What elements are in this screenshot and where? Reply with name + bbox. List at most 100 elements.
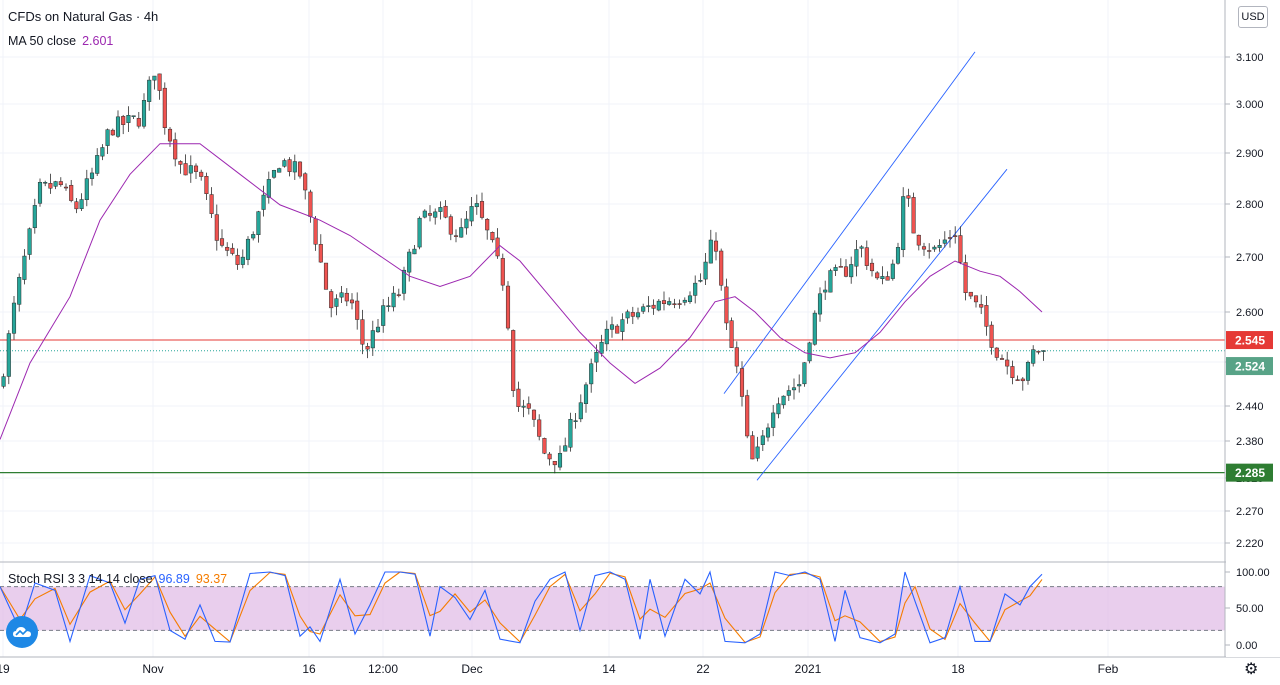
candle-down [885, 276, 890, 281]
candle-up [698, 280, 703, 282]
candle-down [843, 266, 849, 277]
stoch-rsi-d-value: 93.37 [195, 572, 228, 586]
candle-up [859, 246, 864, 249]
candle-up [687, 295, 693, 302]
candle-down [48, 183, 53, 189]
candle-down [953, 235, 958, 237]
price-tags: 2.545 2.524 2.285 [1226, 331, 1273, 482]
candle-down [542, 438, 547, 454]
candle-up [386, 305, 391, 307]
candle-up [84, 178, 89, 200]
candle-up [240, 256, 245, 265]
candle-up [1025, 361, 1031, 381]
stoch-rsi-legend[interactable]: Stoch RSI 3 3 14 14 close 96.89 93.37 [8, 572, 227, 586]
tradingview-logo-icon[interactable] [6, 616, 38, 648]
candle-up [849, 264, 854, 278]
trend-channel[interactable] [723, 51, 1008, 481]
candle-down [365, 346, 370, 350]
candle-down [344, 292, 349, 302]
candle-up [105, 129, 110, 146]
candle-up [89, 172, 95, 179]
candle-down [1015, 379, 1020, 381]
stoch-rsi-band [0, 586, 1225, 631]
time-tick-label: 18 [951, 662, 965, 676]
channel-line [723, 51, 976, 394]
candle-up [786, 390, 791, 396]
candle-up [703, 261, 708, 280]
candle-down [230, 247, 235, 254]
candle-down [875, 272, 880, 279]
gear-icon[interactable]: ⚙ [1244, 661, 1259, 678]
candle-down [214, 214, 219, 241]
candle-down [745, 395, 750, 437]
candle-up [521, 405, 526, 408]
candle-up [708, 239, 713, 264]
candle-up [667, 301, 672, 305]
candle-up [797, 384, 802, 387]
candle-down [734, 347, 739, 367]
candle-up [828, 270, 833, 293]
candle-up [776, 403, 781, 415]
time-tick-label: 19 [0, 662, 10, 676]
candle-up [407, 251, 412, 273]
price-tick-label: 2.900 [1236, 148, 1264, 160]
candle-down [479, 201, 485, 218]
stoch-rsi-tick-label: 100.00 [1236, 567, 1270, 579]
candle-down [199, 171, 204, 177]
candle-up [563, 445, 568, 452]
ma-legend[interactable]: MA 50 close 2.601 [8, 34, 113, 48]
candle-up [17, 277, 22, 305]
candle-down [427, 213, 433, 216]
candle-up [693, 282, 698, 296]
candle-down [173, 139, 178, 160]
candle-up [251, 234, 256, 239]
candle-up [417, 217, 422, 248]
stoch-rsi-label: Stoch RSI 3 3 14 14 close [8, 572, 153, 586]
currency-button[interactable]: USD [1238, 6, 1268, 28]
candle-down [136, 118, 141, 127]
candle-down [505, 285, 511, 329]
horizontal-levels[interactable] [0, 339, 1225, 474]
candle-down [204, 176, 209, 194]
candle-up [334, 298, 339, 307]
time-tick-label: Nov [142, 662, 163, 676]
candle-down [287, 159, 292, 172]
price-axis-labels[interactable]: 3.1003.0002.9002.8002.7002.6002.5002.440… [1225, 52, 1270, 652]
candle-up [37, 181, 43, 204]
candle-up [583, 384, 589, 404]
candle-up [1041, 350, 1046, 352]
candle-down [911, 197, 916, 234]
candle-down [999, 358, 1005, 360]
candle-down [724, 286, 729, 324]
candle-up [781, 395, 786, 406]
candle-down [157, 73, 162, 91]
candle-up [381, 305, 386, 326]
candlesticks [1, 73, 1046, 474]
time-tick-label: 12:00 [368, 662, 398, 676]
candle-up [812, 312, 817, 345]
candle-down [750, 435, 755, 460]
candle-up [459, 227, 464, 238]
candle-down [729, 320, 734, 348]
candle-down [225, 246, 230, 251]
candle-down [183, 163, 188, 176]
candle-up [573, 420, 578, 422]
candle-up [599, 341, 604, 354]
time-axis-labels[interactable]: 19 Nov 16 12:00 Dec 14 22 2021 18 Feb [0, 662, 1119, 676]
candle-up [277, 168, 282, 173]
chart-title-legend[interactable]: CFDs on Natural Gas · 4h [8, 9, 158, 24]
candle-up [422, 210, 427, 218]
time-tick-label: 2021 [795, 662, 822, 676]
ma-50-path [0, 143, 1043, 440]
candle-up [375, 326, 381, 333]
candle-up [256, 211, 261, 235]
price-tick-label: 2.600 [1236, 307, 1264, 319]
stoch-rsi-tick-label: 50.00 [1236, 603, 1264, 615]
candle-up [942, 239, 947, 244]
candle-up [188, 165, 193, 174]
resistance-price-tag-bg [1226, 331, 1273, 350]
candle-up [568, 419, 573, 448]
candle-up [131, 115, 136, 117]
candle-up [609, 324, 615, 330]
